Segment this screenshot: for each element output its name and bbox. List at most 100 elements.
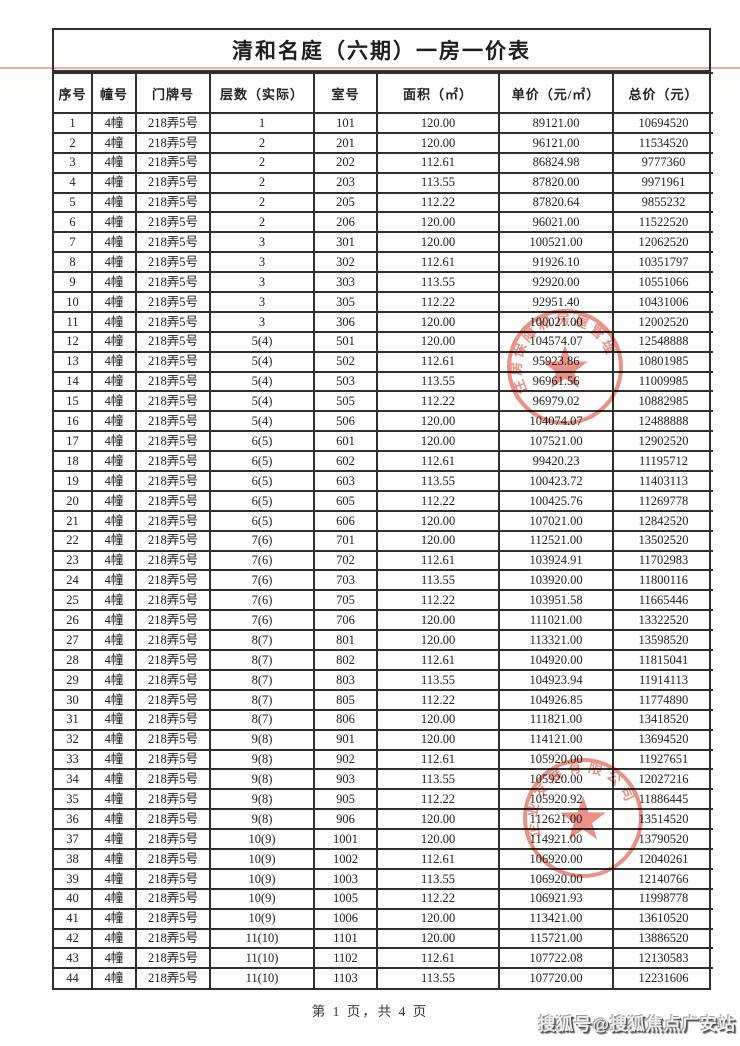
cell-building: 4幢 xyxy=(91,470,137,492)
cell-unit-price: 105920.92 xyxy=(498,788,614,811)
cell-unit-price: 104920.00 xyxy=(498,649,614,671)
cell-total-price: 9777360 xyxy=(612,151,713,174)
cell-floor: 10(9) xyxy=(209,847,315,870)
cell-area: 112.22 xyxy=(376,589,500,612)
cell-street-address: 218弄5号 xyxy=(135,430,211,453)
cell-area: 112.61 xyxy=(376,847,500,870)
cell-area: 112.61 xyxy=(376,947,500,970)
cell-room: 905 xyxy=(313,788,378,811)
cell-total-price: 12140766 xyxy=(612,867,713,890)
table-row: 2 4幢 218弄5号 2 201 120.00 96121.00 11534520 xyxy=(54,131,713,154)
cell-area: 120.00 xyxy=(376,927,500,950)
cell-floor: 7(6) xyxy=(209,609,315,632)
cell-index: 44 xyxy=(54,967,93,989)
table-row: 27 4幢 218弄5号 8(7) 801 120.00 113321.00 13598520 xyxy=(54,629,713,652)
cell-index: 15 xyxy=(54,390,93,413)
cell-area: 112.61 xyxy=(376,649,500,671)
cell-total-price: 12062520 xyxy=(612,231,713,254)
cell-unit-price: 115721.00 xyxy=(498,927,614,950)
table-row: 16 4幢 218弄5号 5(4) 506 120.00 104074.07 12488888 xyxy=(54,410,713,433)
cell-unit-price: 104923.94 xyxy=(498,668,614,691)
cell-building: 4幢 xyxy=(91,828,137,850)
cell-building: 4幢 xyxy=(91,569,137,592)
cell-room: 205 xyxy=(313,191,378,214)
cell-street-address: 218弄5号 xyxy=(135,271,211,294)
table-row: 11 4幢 218弄5号 3 306 120.00 100021.00 12002520 xyxy=(54,310,713,333)
table-row: 20 4幢 218弄5号 6(5) 605 112.22 100425.76 11269778 xyxy=(54,489,713,512)
cell-area: 120.00 xyxy=(376,310,500,333)
cell-street-address: 218弄5号 xyxy=(135,549,211,572)
cell-total-price: 12548888 xyxy=(612,330,713,353)
cell-unit-price: 86824.98 xyxy=(498,151,614,174)
cell-building: 4幢 xyxy=(91,967,137,989)
cell-building: 4幢 xyxy=(91,350,137,373)
cell-area: 120.00 xyxy=(376,629,500,652)
cell-unit-price: 96979.02 xyxy=(498,390,614,413)
cell-area: 120.00 xyxy=(376,211,500,234)
cell-unit-price: 91926.10 xyxy=(498,251,614,274)
cell-floor: 8(7) xyxy=(209,668,315,691)
cell-area: 120.00 xyxy=(376,131,500,154)
cell-index: 37 xyxy=(54,828,93,850)
table-row: 32 4幢 218弄5号 9(8) 901 120.00 114121.00 13694520 xyxy=(54,728,713,751)
cell-room: 1002 xyxy=(313,847,378,870)
table-row: 6 4幢 218弄5号 2 206 120.00 96021.00 11522520 xyxy=(54,211,713,234)
cell-building: 4幢 xyxy=(91,549,137,572)
cell-building: 4幢 xyxy=(91,171,137,194)
cell-building: 4幢 xyxy=(91,330,137,353)
cell-total-price: 13418520 xyxy=(612,708,713,731)
cell-room: 206 xyxy=(313,211,378,234)
cell-building: 4幢 xyxy=(91,251,137,274)
cell-area: 120.00 xyxy=(376,728,500,751)
cell-street-address: 218弄5号 xyxy=(135,907,211,930)
cell-index: 33 xyxy=(54,748,93,771)
cell-street-address: 218弄5号 xyxy=(135,191,211,214)
cell-building: 4幢 xyxy=(91,589,137,612)
cell-total-price: 12027216 xyxy=(612,768,713,791)
cell-street-address: 218弄5号 xyxy=(135,649,211,671)
cell-building: 4幢 xyxy=(91,788,137,811)
table-row: 17 4幢 218弄5号 6(5) 601 120.00 107521.00 12902520 xyxy=(54,430,713,453)
table-row: 26 4幢 218弄5号 7(6) 706 120.00 111021.00 13322520 xyxy=(54,609,713,632)
cell-street-address: 218弄5号 xyxy=(135,867,211,890)
cell-unit-price: 103920.00 xyxy=(498,569,614,592)
cell-street-address: 218弄5号 xyxy=(135,887,211,910)
column-header-street-address: 门牌号 xyxy=(135,72,211,114)
cell-area: 120.00 xyxy=(376,410,500,433)
cell-building: 4幢 xyxy=(91,847,137,870)
cell-room: 1001 xyxy=(313,828,378,850)
cell-area: 120.00 xyxy=(376,828,500,850)
cell-total-price: 10551066 xyxy=(612,271,713,294)
cell-floor: 3 xyxy=(209,271,315,294)
cell-room: 702 xyxy=(313,549,378,572)
cell-total-price: 10431006 xyxy=(612,291,713,313)
cell-street-address: 218弄5号 xyxy=(135,947,211,970)
cell-floor: 5(4) xyxy=(209,390,315,413)
cell-total-price: 11195712 xyxy=(612,450,713,473)
cell-room: 802 xyxy=(313,649,378,671)
cell-building: 4幢 xyxy=(91,291,137,313)
cell-floor: 9(8) xyxy=(209,808,315,831)
cell-total-price: 11914113 xyxy=(612,668,713,691)
cell-area: 120.00 xyxy=(376,609,500,632)
cell-area: 120.00 xyxy=(376,907,500,930)
cell-building: 4幢 xyxy=(91,390,137,413)
cell-street-address: 218弄5号 xyxy=(135,668,211,691)
cell-index: 3 xyxy=(54,151,93,174)
table-row: 36 4幢 218弄5号 9(8) 906 120.00 112621.00 13514520 xyxy=(54,808,713,831)
cell-index: 34 xyxy=(54,768,93,791)
cell-index: 12 xyxy=(54,330,93,353)
cell-index: 22 xyxy=(54,529,93,552)
cell-building: 4幢 xyxy=(91,370,137,393)
table-row: 39 4幢 218弄5号 10(9) 1003 113.55 106920.00 121407… xyxy=(54,867,713,890)
cell-street-address: 218弄5号 xyxy=(135,589,211,612)
cell-building: 4幢 xyxy=(91,927,137,950)
cell-building: 4幢 xyxy=(91,410,137,433)
cell-unit-price: 92951.40 xyxy=(498,291,614,313)
cell-index: 32 xyxy=(54,728,93,751)
cell-index: 35 xyxy=(54,788,93,811)
table-row: 14 4幢 218弄5号 5(4) 503 113.55 96961.56 11009985 xyxy=(54,370,713,393)
cell-street-address: 218弄5号 xyxy=(135,847,211,870)
cell-unit-price: 106920.00 xyxy=(498,847,614,870)
cell-total-price: 11534520 xyxy=(612,131,713,154)
